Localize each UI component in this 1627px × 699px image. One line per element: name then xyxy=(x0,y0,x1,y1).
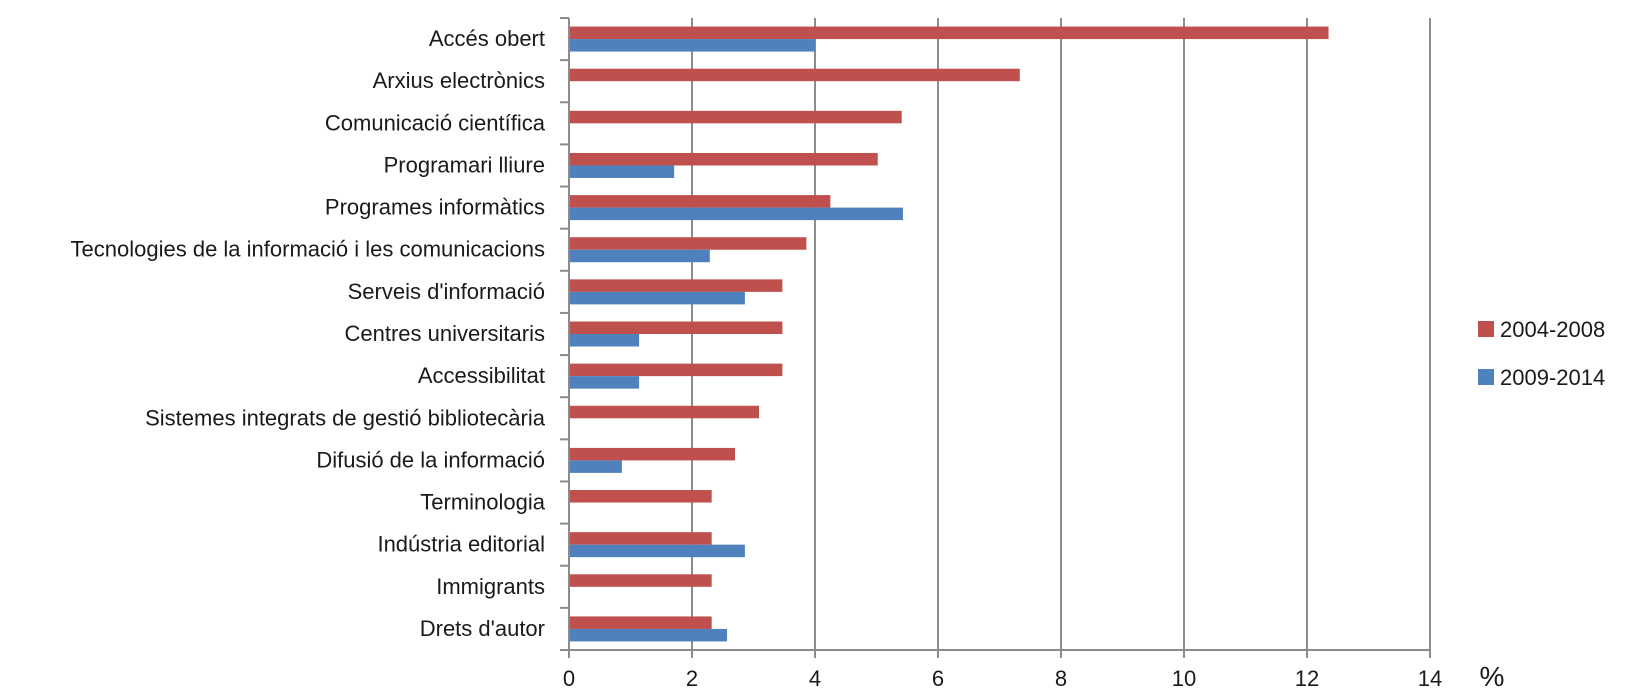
bar-2004-2008 xyxy=(569,26,1329,40)
bar-2004-2008 xyxy=(569,110,902,124)
bar-2009-2014 xyxy=(569,165,675,178)
bar-2004-2008 xyxy=(569,363,783,377)
bar-2004-2008 xyxy=(569,532,712,545)
bar-2004-2008 xyxy=(569,152,878,166)
bar-2004-2008 xyxy=(569,447,736,461)
bar-2009-2014 xyxy=(569,460,622,473)
bar-2009-2014 xyxy=(569,628,728,642)
category-label: Serveis d'informació xyxy=(348,279,545,304)
x-tick-label: 8 xyxy=(1055,666,1067,691)
x-unit-label: % xyxy=(1480,661,1505,692)
x-tick-label: 2 xyxy=(686,666,698,691)
bar-2004-2008 xyxy=(569,68,1020,82)
category-label: Programes informàtics xyxy=(325,195,545,220)
category-label: Arxius electrònics xyxy=(373,68,545,93)
category-label: Immigrants xyxy=(436,574,545,599)
axes xyxy=(560,17,1431,658)
legend-label: 2009-2014 xyxy=(1500,365,1605,390)
category-label: Accessibilitat xyxy=(418,363,545,388)
category-label: Indústria editorial xyxy=(377,532,545,557)
legend-label: 2004-2008 xyxy=(1500,317,1605,342)
bar-2004-2008 xyxy=(569,616,712,629)
category-label: Comunicació científica xyxy=(325,110,546,135)
x-tick-label: 4 xyxy=(809,666,821,691)
legend: 2004-2008 2009-2014 xyxy=(1478,317,1605,390)
category-label: Tecnologies de la informació i les comun… xyxy=(71,237,545,262)
bar-2004-2008 xyxy=(569,405,760,419)
x-tick-labels: 0 2 4 6 8 10 12 14 xyxy=(563,666,1442,691)
category-label: Centres universitaris xyxy=(344,321,545,346)
x-tick-label: 12 xyxy=(1295,666,1319,691)
x-tick-label: 6 xyxy=(932,666,944,691)
x-tick-label: 10 xyxy=(1172,666,1196,691)
category-label: Accés obert xyxy=(429,26,545,51)
category-label: Difusió de la informació xyxy=(316,447,545,472)
bar-2004-2008 xyxy=(569,574,712,587)
bar-2009-2014 xyxy=(569,334,640,347)
bar-2009-2014 xyxy=(569,376,640,389)
bar-2004-2008 xyxy=(569,195,831,208)
legend-swatch xyxy=(1478,321,1494,337)
x-tick-label: 14 xyxy=(1418,666,1442,691)
category-labels: Accés obert Arxius electrònics Comunicació… xyxy=(71,26,546,641)
category-label: Drets d'autor xyxy=(420,616,545,641)
bar-2009-2014 xyxy=(569,291,745,305)
category-label: Programari lliure xyxy=(384,152,545,177)
bar-2009-2014 xyxy=(569,544,745,558)
category-label: Terminologia xyxy=(420,490,545,515)
bar-2004-2008 xyxy=(569,237,807,250)
x-tick-label: 0 xyxy=(563,666,575,691)
legend-swatch xyxy=(1478,369,1494,385)
category-label: Sistemes integrats de gestió bibliotecàr… xyxy=(145,405,546,430)
bar-2004-2008 xyxy=(569,490,712,503)
bars xyxy=(569,26,1329,642)
bar-2009-2014 xyxy=(569,39,815,52)
bar-2009-2014 xyxy=(569,249,710,263)
bar-2004-2008 xyxy=(569,279,783,292)
bar-2004-2008 xyxy=(569,321,783,334)
bar-2009-2014 xyxy=(569,207,903,221)
